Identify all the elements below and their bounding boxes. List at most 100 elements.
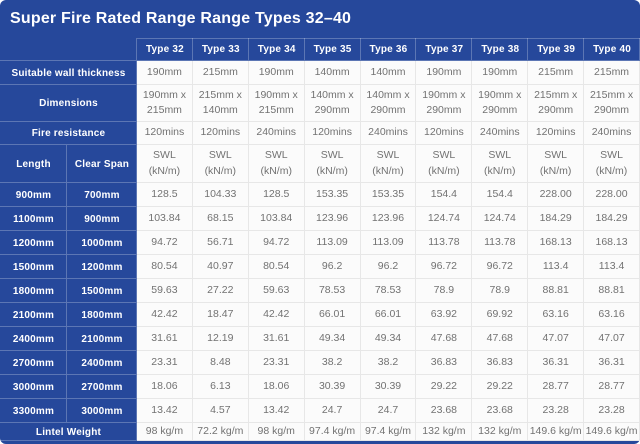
column-header-type-40: Type 40 bbox=[584, 38, 640, 61]
data-cell: 59.63 bbox=[137, 279, 193, 303]
data-cell: 23.28 bbox=[584, 399, 640, 423]
data-cell: 47.07 bbox=[528, 327, 585, 351]
data-cell: 31.61 bbox=[137, 327, 193, 351]
data-cell: 113.78 bbox=[472, 231, 529, 255]
data-cell: 63.16 bbox=[584, 303, 640, 327]
swl-unit-cell: SWL (kN/m) bbox=[192, 145, 249, 183]
data-cell: 78.9 bbox=[472, 279, 529, 303]
data-cell: 140mm bbox=[360, 61, 417, 85]
page-title: Super Fire Rated Range Range Types 32–40 bbox=[10, 10, 352, 27]
data-cell: 31.61 bbox=[248, 327, 305, 351]
swl-unit-cell: SWL (kN/m) bbox=[584, 145, 640, 183]
data-cell: 88.81 bbox=[528, 279, 585, 303]
data-cell: 123.96 bbox=[360, 207, 417, 231]
data-cell: 240mins bbox=[472, 122, 529, 145]
data-cell: 215mm x 290mm bbox=[584, 85, 640, 122]
row-label-fire-resistance: Fire resistance bbox=[0, 122, 137, 145]
data-cell: 113.09 bbox=[360, 231, 417, 255]
data-cell: 40.97 bbox=[192, 255, 249, 279]
data-cell: 80.54 bbox=[137, 255, 193, 279]
data-cell: 215mm bbox=[584, 61, 640, 85]
swl-unit-cell: SWL (kN/m) bbox=[528, 145, 585, 183]
row-label-length: 2100mm bbox=[0, 303, 67, 327]
column-header-type-35: Type 35 bbox=[305, 38, 361, 61]
data-cell: 190mm bbox=[416, 61, 473, 85]
row-label-length: 900mm bbox=[0, 183, 67, 207]
row-label-length: 3300mm bbox=[0, 399, 67, 423]
row-label-length: 1100mm bbox=[0, 207, 67, 231]
data-cell: 184.29 bbox=[584, 207, 640, 231]
data-cell: 6.13 bbox=[192, 375, 249, 399]
data-cell: 66.01 bbox=[360, 303, 417, 327]
data-cell: 30.39 bbox=[304, 375, 361, 399]
data-cell: 88.81 bbox=[584, 279, 640, 303]
data-cell: 120mins bbox=[528, 122, 585, 145]
data-cell: 69.92 bbox=[472, 303, 529, 327]
spec-table: Type 32 Type 33 Type 34 Type 35 Type 36 … bbox=[0, 38, 640, 441]
data-cell: 153.35 bbox=[360, 183, 417, 207]
data-cell: 153.35 bbox=[304, 183, 361, 207]
data-cell: 215mm bbox=[192, 61, 249, 85]
data-cell: 29.22 bbox=[416, 375, 473, 399]
data-cell: 23.28 bbox=[528, 399, 585, 423]
swl-unit-cell: SWL (kN/m) bbox=[137, 145, 193, 183]
data-cell: 103.84 bbox=[137, 207, 193, 231]
data-cell: 190mm x 215mm bbox=[248, 85, 305, 122]
data-cell: 124.74 bbox=[416, 207, 473, 231]
data-cell: 120mins bbox=[304, 122, 361, 145]
data-cell: 103.84 bbox=[248, 207, 305, 231]
row-label-lintel-weight: Lintel Weight bbox=[0, 423, 137, 441]
data-cell: 215mm bbox=[528, 61, 585, 85]
data-cell: 120mins bbox=[137, 122, 193, 145]
data-cell: 18.06 bbox=[137, 375, 193, 399]
row-label-length: 1200mm bbox=[0, 231, 67, 255]
data-cell: 97.4 kg/m bbox=[304, 423, 361, 441]
data-cell: 132 kg/m bbox=[472, 423, 529, 441]
column-header-clear-span: Clear Span bbox=[67, 145, 137, 183]
data-cell: 140mm bbox=[304, 61, 361, 85]
row-label-length: 3000mm bbox=[0, 375, 67, 399]
row-label-clear-span: 1200mm bbox=[67, 255, 137, 279]
data-cell: 23.31 bbox=[137, 351, 193, 375]
column-header-type-32: Type 32 bbox=[137, 38, 193, 61]
data-cell: 96.2 bbox=[304, 255, 361, 279]
data-cell: 42.42 bbox=[248, 303, 305, 327]
data-cell: 36.31 bbox=[584, 351, 640, 375]
data-cell: 190mm bbox=[472, 61, 529, 85]
data-cell: 23.68 bbox=[416, 399, 473, 423]
data-cell: 28.77 bbox=[528, 375, 585, 399]
data-cell: 120mins bbox=[192, 122, 249, 145]
data-cell: 24.7 bbox=[304, 399, 361, 423]
data-cell: 47.68 bbox=[416, 327, 473, 351]
row-label-clear-span: 1000mm bbox=[67, 231, 137, 255]
data-cell: 8.48 bbox=[192, 351, 249, 375]
column-header-type-33: Type 33 bbox=[193, 38, 249, 61]
data-cell: 36.31 bbox=[528, 351, 585, 375]
data-cell: 240mins bbox=[584, 122, 640, 145]
data-cell: 228.00 bbox=[528, 183, 585, 207]
column-header-type-36: Type 36 bbox=[361, 38, 417, 61]
row-label-length: 2400mm bbox=[0, 327, 67, 351]
data-cell: 228.00 bbox=[584, 183, 640, 207]
data-cell: 18.47 bbox=[192, 303, 249, 327]
data-cell: 49.34 bbox=[360, 327, 417, 351]
row-label-length: 2700mm bbox=[0, 351, 67, 375]
data-cell: 128.5 bbox=[248, 183, 305, 207]
data-cell: 78.53 bbox=[304, 279, 361, 303]
column-header-type-39: Type 39 bbox=[528, 38, 584, 61]
data-cell: 96.72 bbox=[472, 255, 529, 279]
row-label-clear-span: 1800mm bbox=[67, 303, 137, 327]
row-label-clear-span: 3000mm bbox=[67, 399, 137, 423]
data-cell: 120mins bbox=[416, 122, 473, 145]
swl-unit-cell: SWL (kN/m) bbox=[360, 145, 417, 183]
row-label-clear-span: 1500mm bbox=[67, 279, 137, 303]
column-header-type-38: Type 38 bbox=[472, 38, 528, 61]
data-cell: 98 kg/m bbox=[137, 423, 193, 441]
data-cell: 36.83 bbox=[472, 351, 529, 375]
data-cell: 59.63 bbox=[248, 279, 305, 303]
data-cell: 23.68 bbox=[472, 399, 529, 423]
data-cell: 113.4 bbox=[528, 255, 585, 279]
swl-unit-cell: SWL (kN/m) bbox=[304, 145, 361, 183]
data-cell: 72.2 kg/m bbox=[192, 423, 249, 441]
data-cell: 47.07 bbox=[584, 327, 640, 351]
